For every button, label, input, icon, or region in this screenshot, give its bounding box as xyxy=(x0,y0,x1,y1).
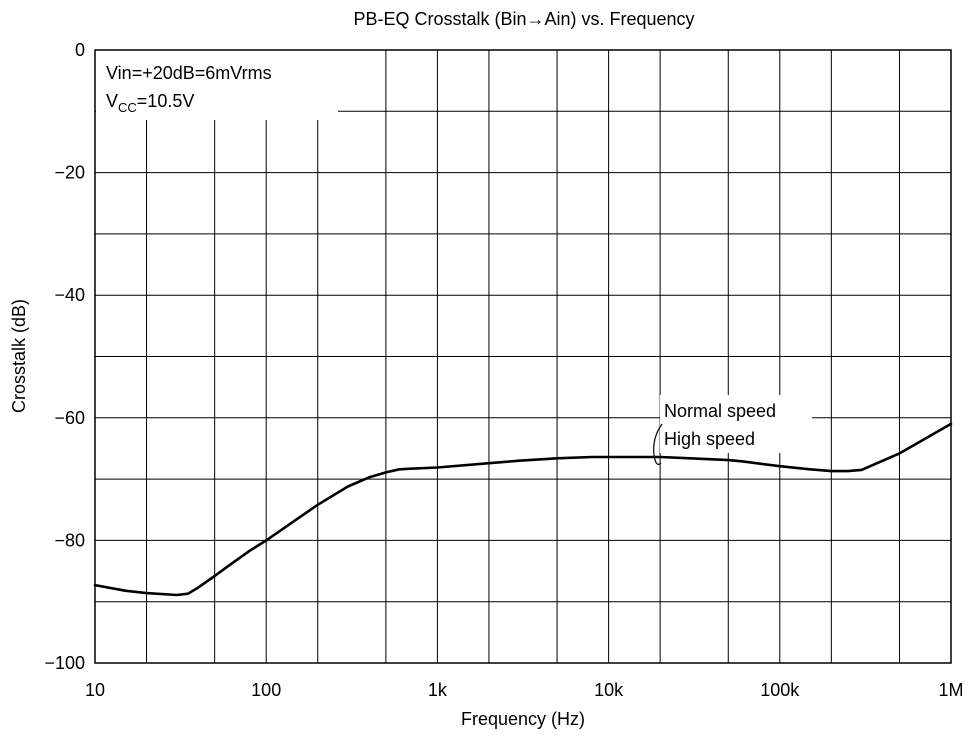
vcc-symbol: V xyxy=(106,91,118,111)
series-label-background xyxy=(660,395,812,453)
vcc-value: =10.5V xyxy=(137,91,195,111)
x-tick-labels: 10 100 1k 10k 100k 1M xyxy=(85,680,964,700)
x-tick-label: 10 xyxy=(85,680,105,700)
y-tick-labels: 0 −20 −40 −60 −80 −100 xyxy=(44,40,85,673)
grid-lines xyxy=(95,50,951,663)
x-axis-label: Frequency (Hz) xyxy=(461,709,585,729)
series-label-high: High speed xyxy=(664,429,755,449)
y-axis-label: Crosstalk (dB) xyxy=(9,299,29,413)
y-tick-label: 0 xyxy=(75,40,85,60)
y-tick-label: −80 xyxy=(54,530,85,550)
vcc-subscript: CC xyxy=(118,100,137,115)
chart-title: PB-EQ Crosstalk (Bin→Ain) vs. Frequency xyxy=(353,9,694,29)
conditions-vin: Vin=+20dB=6mVrms xyxy=(106,63,272,83)
x-tick-label: 1M xyxy=(938,680,963,700)
y-tick-label: −100 xyxy=(44,653,85,673)
plot-frame xyxy=(94,49,952,664)
x-tick-label: 100 xyxy=(251,680,281,700)
x-tick-label: 10k xyxy=(594,680,624,700)
crosstalk-line xyxy=(93,422,953,597)
crosstalk-series xyxy=(93,422,953,597)
x-tick-label: 1k xyxy=(428,680,448,700)
y-tick-label: −60 xyxy=(54,408,85,428)
series-label-normal: Normal speed xyxy=(664,401,776,421)
y-tick-label: −20 xyxy=(54,163,85,183)
y-tick-label: −40 xyxy=(54,285,85,305)
conditions-box-background xyxy=(96,50,338,120)
conditions-vcc: VCC=10.5V xyxy=(106,91,194,115)
label-leader-line xyxy=(653,423,663,465)
x-tick-label: 100k xyxy=(760,680,800,700)
